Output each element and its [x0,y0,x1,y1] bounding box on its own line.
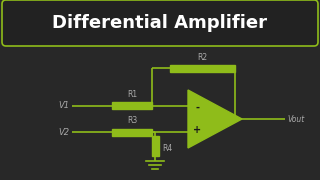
FancyBboxPatch shape [151,136,158,156]
Text: +: + [193,125,201,135]
Text: -: - [195,103,199,113]
Text: Vout: Vout [287,114,304,123]
Text: R3: R3 [127,116,137,125]
FancyBboxPatch shape [112,129,152,136]
Text: V2: V2 [58,128,69,137]
Text: Differential Amplifier: Differential Amplifier [52,14,268,32]
FancyBboxPatch shape [2,0,318,46]
Text: V1: V1 [58,101,69,110]
Text: R2: R2 [197,53,208,62]
Text: R4: R4 [162,144,172,153]
FancyBboxPatch shape [112,102,152,109]
Text: R1: R1 [127,90,137,99]
Polygon shape [188,90,242,148]
FancyBboxPatch shape [170,64,235,71]
